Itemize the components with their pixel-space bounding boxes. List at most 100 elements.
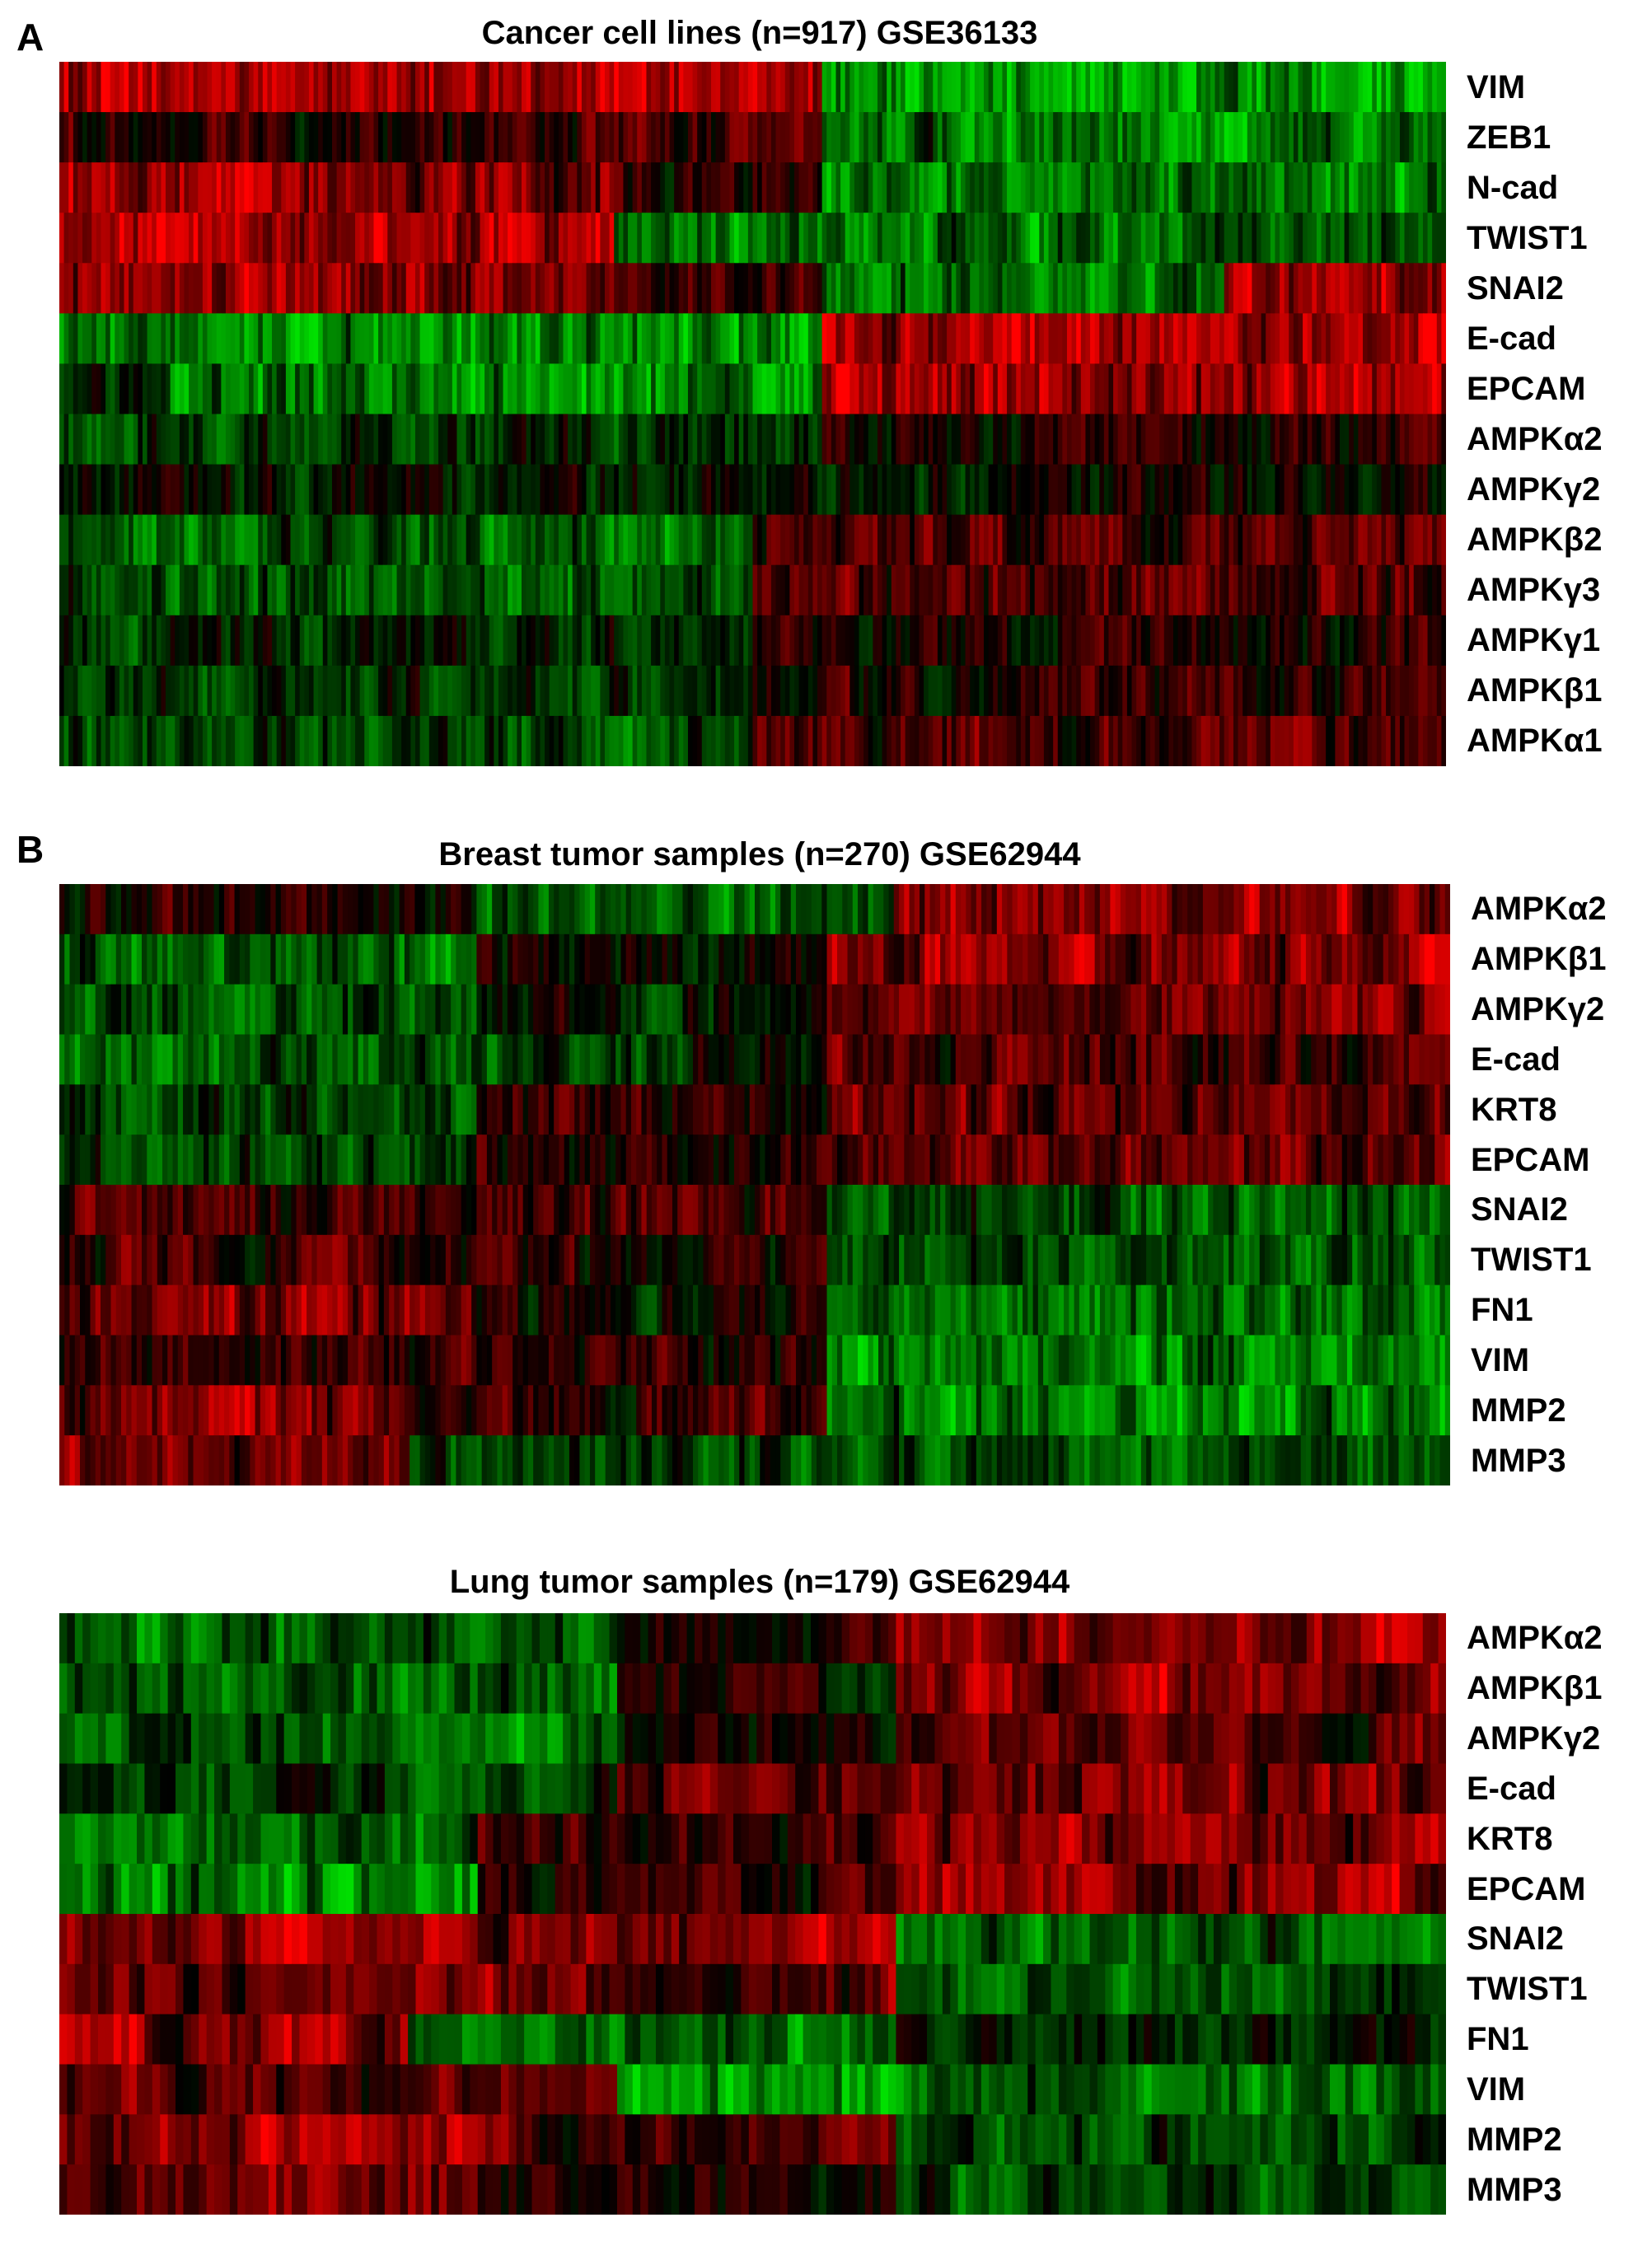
- heatmap-cell: [724, 414, 731, 466]
- heatmap-cell: [216, 213, 222, 264]
- heatmap-cell: [69, 984, 76, 1036]
- heatmap-cell: [438, 615, 444, 667]
- heatmap-cell: [678, 213, 684, 264]
- heatmap-cell: [445, 933, 452, 985]
- heatmap-cell: [522, 414, 527, 466]
- heatmap-cell: [1058, 884, 1065, 935]
- heatmap-cell: [424, 313, 430, 365]
- heatmap-cell: [1122, 464, 1128, 516]
- heatmap-cell: [798, 414, 804, 466]
- heatmap-cell: [508, 112, 513, 163]
- heatmap-cell: [1381, 665, 1387, 717]
- heatmap-cell: [212, 464, 218, 516]
- heatmap-cell: [1381, 363, 1387, 415]
- heatmap-row-vim: [59, 62, 1446, 113]
- heatmap-cell: [859, 263, 864, 314]
- heatmap-cell: [678, 665, 684, 717]
- heatmap-cell: [115, 414, 120, 466]
- heatmap-cell: [1418, 162, 1424, 213]
- heatmap-cell: [281, 313, 287, 365]
- heatmap-cell: [281, 665, 287, 717]
- heatmap-cell: [739, 984, 746, 1036]
- heatmap-cell: [657, 933, 663, 985]
- heatmap-cell: [396, 313, 402, 365]
- heatmap-cell: [124, 464, 129, 516]
- heatmap-cell: [517, 564, 522, 616]
- heatmap-cell: [577, 313, 583, 365]
- row-label-ampkalpha2: AMPKα2: [1467, 421, 1603, 458]
- heatmap-cell: [322, 564, 328, 616]
- heatmap-cell: [1210, 162, 1216, 213]
- heatmap-cell: [752, 213, 758, 264]
- heatmap-cell: [331, 564, 338, 616]
- heatmap-cell: [489, 414, 494, 466]
- heatmap-cell: [466, 62, 471, 113]
- heatmap-cell: [882, 464, 887, 516]
- heatmap-cell: [1168, 363, 1174, 415]
- heatmap-cell: [1419, 933, 1425, 985]
- heatmap-cell: [1316, 884, 1322, 935]
- heatmap-cell: [295, 112, 301, 163]
- heatmap-cell: [1105, 984, 1111, 1036]
- heatmap-cell: [706, 514, 712, 566]
- heatmap-cell: [568, 414, 573, 466]
- heatmap-cell: [1037, 933, 1044, 985]
- heatmap-cell: [558, 162, 564, 213]
- heatmap-cell: [299, 514, 305, 566]
- heatmap-cell: [497, 984, 503, 1036]
- heatmap-cell: [138, 162, 143, 213]
- heatmap-cell: [68, 615, 74, 667]
- heatmap-cell: [1071, 263, 1077, 314]
- heatmap-cell: [784, 464, 790, 516]
- heatmap-cell: [401, 263, 407, 314]
- heatmap-cell: [456, 665, 462, 717]
- heatmap-cell: [1214, 514, 1220, 566]
- heatmap-cell: [965, 263, 971, 314]
- heatmap-cell: [873, 984, 879, 1036]
- heatmap-cell: [336, 414, 342, 466]
- heatmap-cell: [586, 363, 592, 415]
- heatmap-cell: [1373, 933, 1379, 985]
- heatmap-cell: [1289, 564, 1294, 616]
- heatmap-cell: [1191, 715, 1197, 766]
- heatmap-cell: [275, 933, 282, 985]
- heatmap-cell: [563, 665, 569, 717]
- heatmap-cell: [1266, 363, 1271, 415]
- heatmap-cell: [391, 564, 398, 616]
- heatmap-cell: [655, 363, 661, 415]
- heatmap-cell: [1210, 62, 1216, 113]
- heatmap-cell: [558, 464, 564, 516]
- heatmap-cell: [138, 464, 143, 516]
- heatmap-cell: [1228, 884, 1235, 935]
- heatmap-cell: [438, 62, 444, 113]
- heatmap-cell: [1080, 514, 1087, 566]
- heatmap-cell: [1140, 62, 1146, 113]
- heatmap-cell: [847, 984, 854, 1036]
- heatmap-cell: [655, 414, 661, 466]
- heatmap-cell: [239, 884, 246, 935]
- heatmap-cell: [101, 213, 106, 264]
- heatmap-cell: [410, 514, 416, 566]
- heatmap-cell: [470, 263, 476, 314]
- heatmap-cell: [1243, 313, 1248, 365]
- heatmap-cell: [285, 363, 292, 415]
- heatmap-cell: [572, 162, 578, 213]
- heatmap-cell: [258, 162, 264, 213]
- heatmap-cell: [1436, 715, 1442, 766]
- heatmap-cell: [80, 884, 86, 935]
- heatmap-cell: [1270, 514, 1276, 566]
- heatmap-cell: [438, 715, 444, 766]
- heatmap-cell: [641, 363, 648, 415]
- heatmap-cell: [249, 62, 255, 113]
- heatmap-cell: [1219, 162, 1225, 213]
- heatmap-cell: [1330, 313, 1336, 365]
- heatmap-cell: [1284, 514, 1289, 566]
- heatmap-cell: [1126, 665, 1133, 717]
- heatmap-cell: [873, 514, 878, 566]
- heatmap-cell: [105, 112, 111, 163]
- heatmap-cell: [545, 615, 550, 667]
- heatmap-cell: [1007, 62, 1013, 113]
- heatmap-cell: [581, 213, 587, 264]
- heatmap-cell: [152, 984, 158, 1036]
- heatmap-cell: [1032, 984, 1039, 1036]
